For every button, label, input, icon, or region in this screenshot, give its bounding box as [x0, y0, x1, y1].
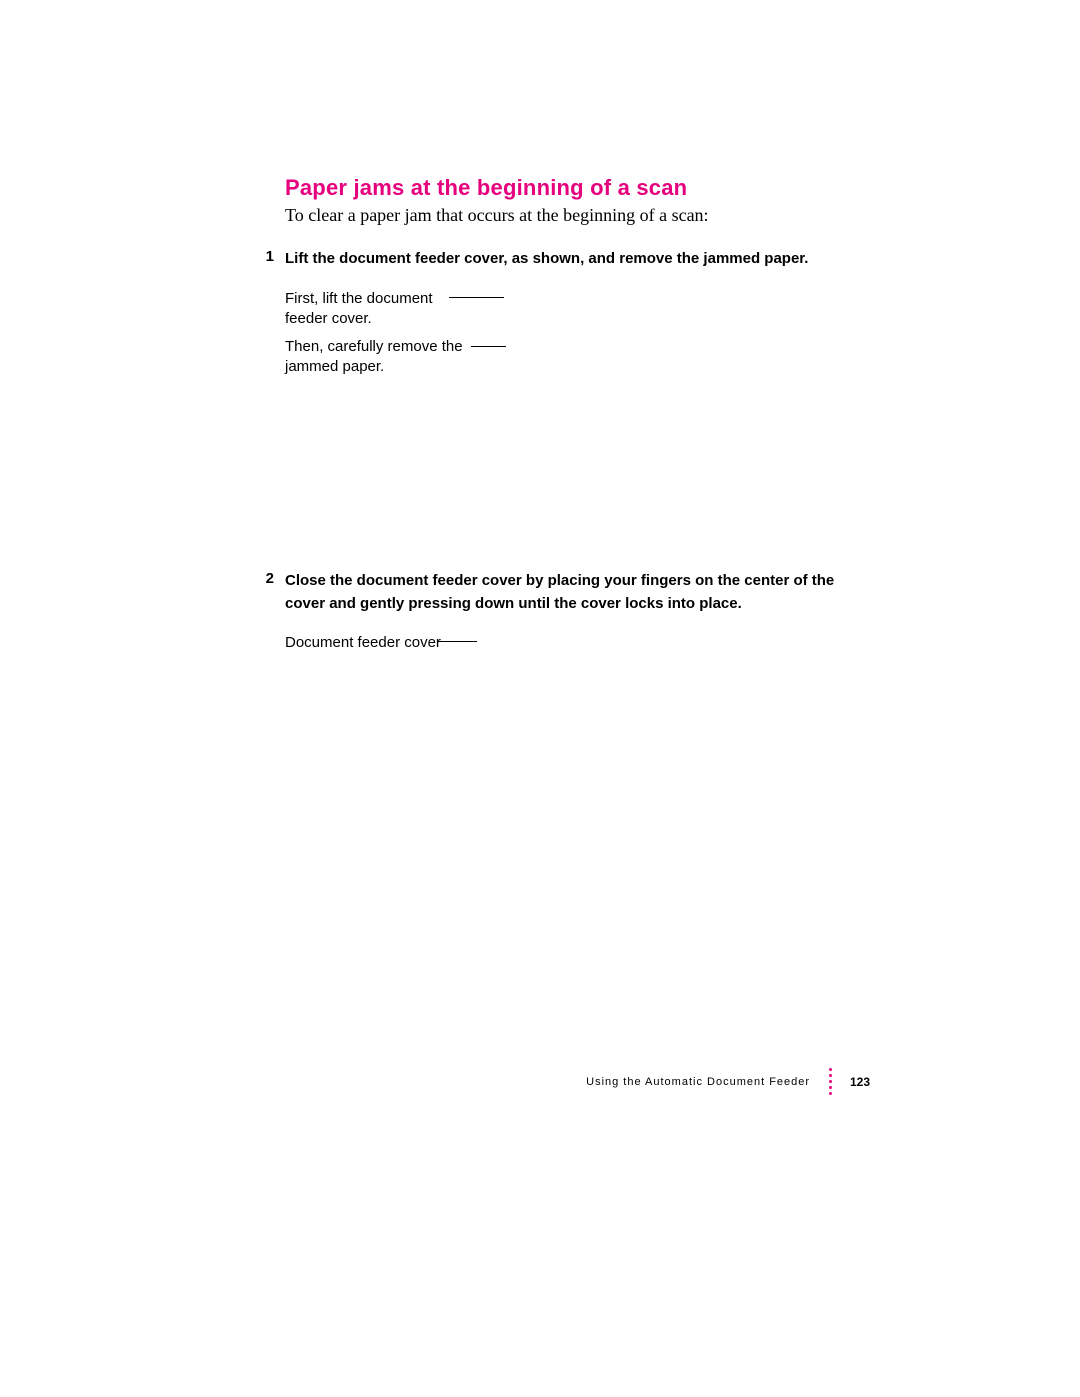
callout-line: First, lift the document — [285, 290, 433, 307]
callout-line: feeder cover. — [285, 310, 372, 327]
callout-label: Then, carefully remove the jammed paper. — [285, 337, 463, 378]
callout-label: Document feeder cover — [285, 633, 441, 653]
scanner-close-illustration — [285, 615, 735, 875]
callout-label: First, lift the document feeder cover. — [285, 289, 433, 330]
step-number: 2 — [254, 570, 274, 587]
footer-dots-icon — [829, 1065, 832, 1098]
callout-line: Then, carefully remove the — [285, 338, 463, 355]
intro-text: To clear a paper jam that occurs at the … — [285, 205, 709, 226]
page-footer: Using the Automatic Document Feeder 123 — [0, 1065, 1080, 1098]
leader-line — [471, 346, 506, 347]
step-text: Lift the document feeder cover, as shown… — [285, 248, 808, 271]
leader-line — [449, 297, 504, 298]
footer-page-number: 123 — [850, 1075, 870, 1089]
figure-scanner-close — [285, 615, 735, 875]
callout-line: jammed paper. — [285, 358, 384, 375]
step-text: Close the document feeder cover by placi… — [285, 570, 875, 615]
manual-page: Paper jams at the beginning of a scan To… — [0, 0, 1080, 1397]
footer-section: Using the Automatic Document Feeder — [586, 1076, 810, 1088]
step-number: 1 — [254, 248, 274, 265]
leader-line — [437, 641, 477, 642]
section-title: Paper jams at the beginning of a scan — [285, 175, 687, 201]
